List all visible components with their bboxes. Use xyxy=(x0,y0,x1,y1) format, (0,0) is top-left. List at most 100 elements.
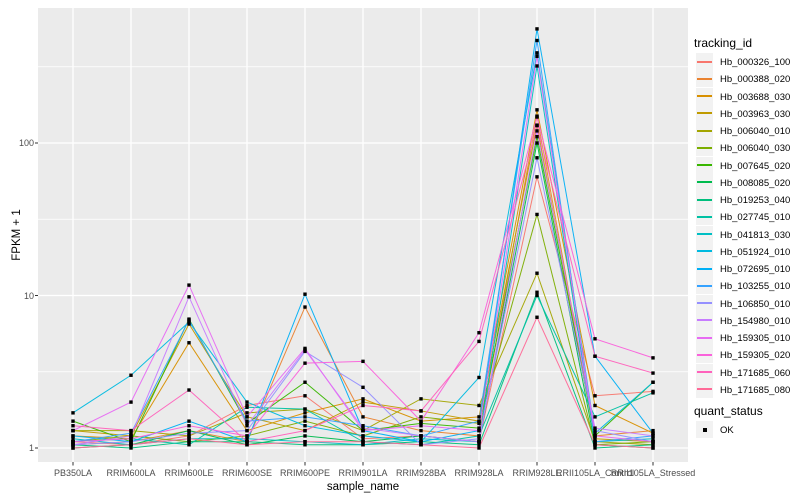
data-point xyxy=(535,156,539,160)
data-point xyxy=(245,419,249,423)
data-point xyxy=(535,51,539,55)
data-point xyxy=(187,320,191,324)
legend-key xyxy=(696,104,713,122)
legend-key xyxy=(696,208,713,226)
data-point xyxy=(303,419,307,423)
data-point xyxy=(651,431,655,435)
color-line-icon xyxy=(697,371,712,373)
data-point xyxy=(245,411,249,415)
legend-key xyxy=(696,191,713,208)
data-point xyxy=(593,403,597,408)
data-point xyxy=(651,446,655,450)
legend-label: Hb_000326_100 xyxy=(720,57,791,68)
legend-key xyxy=(696,53,713,70)
data-point xyxy=(303,424,307,428)
data-point xyxy=(245,421,249,426)
data-point xyxy=(187,434,191,438)
data-point xyxy=(419,439,423,444)
data-point xyxy=(303,346,307,351)
color-line-icon xyxy=(697,233,712,235)
legend-label: Hb_000388_020 xyxy=(720,74,791,86)
data-point xyxy=(535,64,539,68)
color-line-icon xyxy=(697,129,712,132)
data-point xyxy=(477,375,481,380)
data-point xyxy=(245,415,249,419)
data-point xyxy=(477,434,481,438)
data-point xyxy=(361,443,365,447)
legend-label: Hb_159305_020 xyxy=(720,350,791,362)
data-point xyxy=(535,212,539,217)
data-point xyxy=(535,108,539,112)
data-point xyxy=(535,129,539,133)
y-tick-label-10: 10 xyxy=(23,290,34,301)
legend-key xyxy=(696,225,713,243)
data-point xyxy=(477,415,481,419)
color-line-icon xyxy=(697,388,712,391)
color-line-icon xyxy=(697,181,712,184)
y-axis-title: FPKM + 1 xyxy=(11,209,23,261)
legend-label: Hb_106850_010 xyxy=(720,298,791,310)
x-tick-label-PB350LA: PB350LA xyxy=(53,468,93,478)
data-point xyxy=(535,115,539,119)
data-point xyxy=(187,431,191,435)
data-point xyxy=(651,380,655,384)
data-point xyxy=(71,424,75,428)
x-tick-label-RRIM928LA: RRIM928LA xyxy=(454,468,504,478)
legend-label: Hb_027745_010 xyxy=(720,212,791,224)
data-point xyxy=(535,271,539,275)
legend-key xyxy=(696,156,713,174)
legend-label: Hb_003688_030 xyxy=(720,91,791,103)
data-point xyxy=(535,290,539,294)
legend-label: Hb_171685_080 xyxy=(720,384,791,396)
data-point xyxy=(303,361,307,365)
data-point xyxy=(477,443,481,447)
data-point xyxy=(303,443,307,447)
legend-key xyxy=(696,139,713,157)
legend-key xyxy=(696,421,713,438)
x-tick-label-RRIM901LA: RRIM901LA xyxy=(338,468,388,478)
legend-key xyxy=(696,70,713,88)
color-line-icon xyxy=(697,198,712,201)
data-point xyxy=(303,439,307,444)
legend-key xyxy=(696,294,713,312)
data-point xyxy=(187,424,191,428)
data-point xyxy=(419,437,423,441)
data-point xyxy=(303,305,307,309)
color-line-icon xyxy=(697,77,712,80)
legend-key xyxy=(696,329,713,346)
data-point xyxy=(129,439,133,444)
data-point xyxy=(71,437,75,441)
data-point xyxy=(187,443,191,447)
data-point xyxy=(129,373,133,377)
data-point xyxy=(361,426,365,430)
legend-label: Hb_051924_010 xyxy=(720,246,791,258)
data-point xyxy=(361,428,365,433)
data-point xyxy=(477,419,481,423)
data-point xyxy=(419,409,423,413)
x-tick-label-RRIM600LA: RRIM600LA xyxy=(106,468,156,478)
data-point xyxy=(245,400,249,404)
legend-key xyxy=(696,87,713,105)
legend-key xyxy=(696,122,713,139)
data-point xyxy=(361,397,365,401)
data-point xyxy=(361,403,365,408)
legend-label: Hb_041813_030 xyxy=(720,229,791,241)
x-tick-label-RRII105LA_Control: RRII105LA_Control xyxy=(555,468,635,478)
data-point xyxy=(593,426,597,430)
color-line-icon xyxy=(697,302,712,304)
data-point xyxy=(593,431,597,435)
x-tick-label-RRIM600PE: RRIM600PE xyxy=(279,468,331,478)
data-point xyxy=(477,446,481,450)
data-point xyxy=(129,428,133,433)
data-point xyxy=(535,27,539,31)
data-point xyxy=(535,315,539,319)
legend-key xyxy=(696,346,713,364)
legend-label: Hb_159305_010 xyxy=(720,333,791,344)
data-point xyxy=(477,428,481,433)
color-line-icon xyxy=(697,95,712,97)
data-point xyxy=(651,371,655,375)
color-line-icon xyxy=(697,215,712,218)
data-point xyxy=(245,428,249,433)
data-point xyxy=(361,424,365,428)
